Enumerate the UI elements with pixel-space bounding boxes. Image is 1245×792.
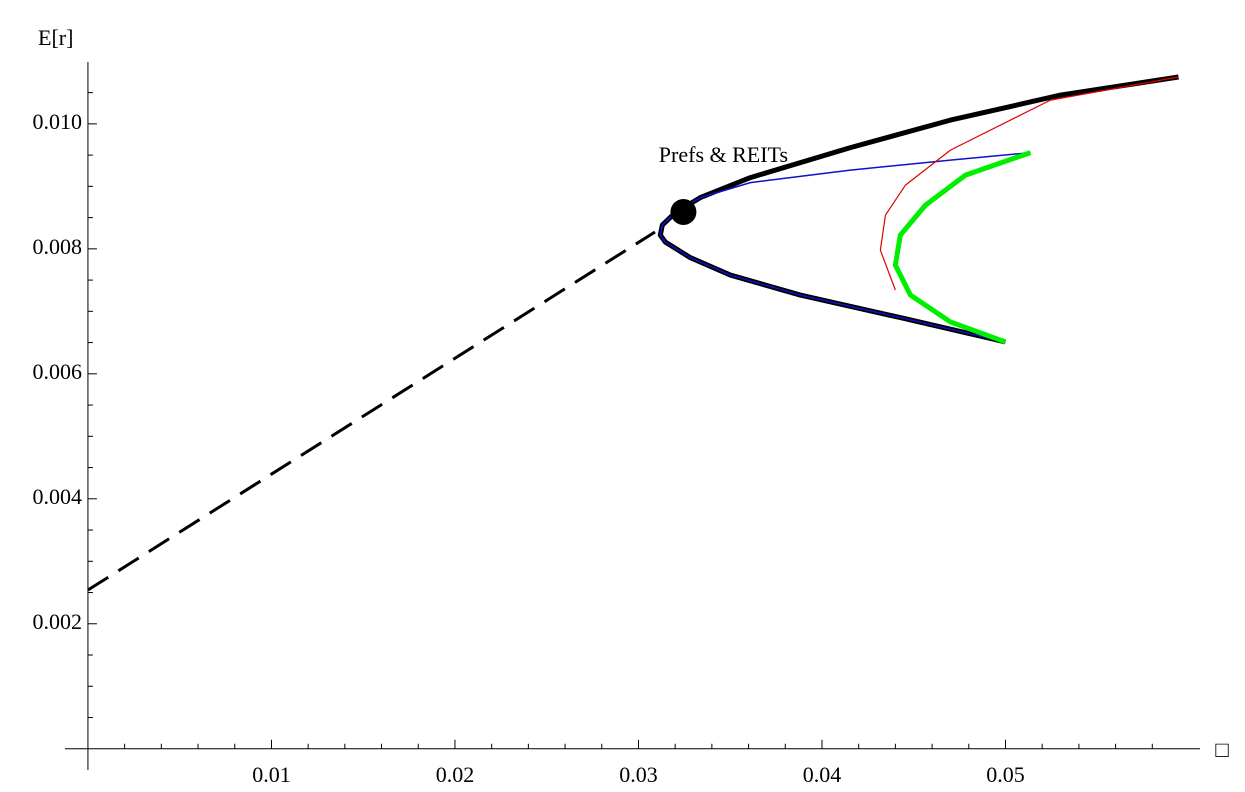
- series-line: [892, 150, 1032, 345]
- series-line: [879, 76, 1179, 291]
- y-tick-label: 0.002: [32, 609, 82, 634]
- highlight-point: [670, 198, 697, 225]
- y-axis-label: E[r]: [38, 25, 73, 50]
- point-label: Prefs & REITs: [659, 142, 788, 167]
- x-tick-label: 0.03: [619, 762, 658, 787]
- y-tick-label: 0.006: [32, 359, 82, 384]
- y-tick-label: 0.004: [32, 484, 82, 509]
- x-tick-label: 0.05: [986, 762, 1025, 787]
- x-tick-label: 0.02: [436, 762, 475, 787]
- y-tick-label: 0.010: [32, 109, 82, 134]
- series-line: [87, 230, 656, 592]
- x-axis-label: □: [1215, 737, 1228, 762]
- x-tick-label: 0.04: [803, 762, 842, 787]
- series-line: [659, 151, 1031, 343]
- y-tick-label: 0.008: [32, 234, 82, 259]
- x-tick-label: 0.01: [252, 762, 291, 787]
